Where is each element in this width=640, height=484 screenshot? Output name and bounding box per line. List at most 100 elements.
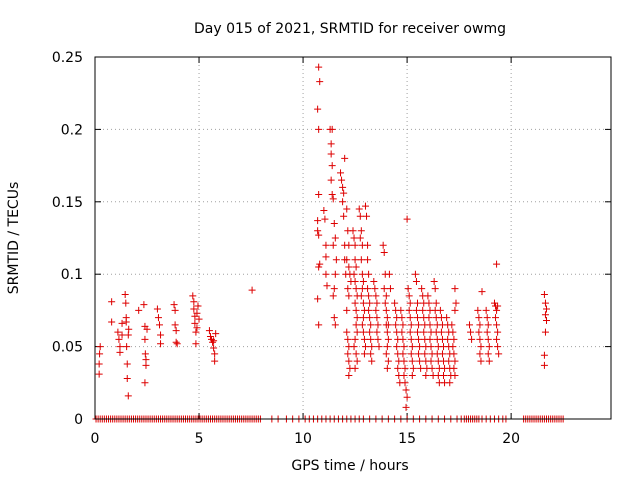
data-point: [402, 403, 410, 411]
data-point: [431, 285, 439, 293]
data-point: [385, 270, 393, 278]
data-point: [365, 270, 373, 278]
data-point: [329, 195, 337, 203]
data-point: [383, 328, 391, 336]
data-point: [411, 270, 419, 278]
data-point: [359, 314, 367, 322]
data-point: [485, 343, 493, 351]
data-point: [356, 234, 364, 242]
data-point: [416, 357, 424, 365]
data-point: [373, 299, 381, 307]
data-point: [541, 311, 549, 319]
data-point: [114, 328, 122, 336]
data-point: [493, 335, 501, 343]
plot-frame: [94, 56, 612, 420]
data-point: [154, 314, 162, 322]
data-point: [315, 125, 323, 133]
data-point: [157, 340, 165, 348]
data-point: [157, 331, 165, 339]
data-point: [351, 241, 359, 249]
data-point: [400, 372, 408, 380]
x-tick-label: 15: [398, 431, 416, 447]
data-point: [476, 321, 484, 329]
data-point: [345, 357, 353, 365]
data-point: [477, 357, 485, 365]
data-point: [314, 105, 322, 113]
data-point: [367, 335, 375, 343]
data-point: [414, 328, 421, 336]
data-point: [108, 298, 116, 306]
data-point: [328, 191, 336, 199]
data-point: [351, 364, 359, 372]
data-point: [331, 270, 339, 278]
data-point: [343, 256, 351, 264]
data-point: [330, 220, 338, 228]
data-point: [449, 328, 457, 336]
data-point: [118, 319, 126, 327]
data-point: [405, 306, 413, 314]
data-point: [475, 314, 483, 322]
data-point: [192, 340, 200, 348]
data-point: [468, 335, 476, 343]
data-point: [382, 292, 390, 300]
data-point: [122, 318, 130, 326]
data-point: [484, 321, 492, 329]
data-point: [314, 217, 322, 225]
data-point: [477, 343, 485, 351]
data-point: [384, 357, 392, 365]
data-point: [343, 306, 351, 314]
data-point: [327, 140, 335, 148]
data-point: [384, 321, 392, 329]
data-point: [141, 350, 149, 358]
data-point: [351, 277, 359, 285]
data-point: [345, 241, 353, 249]
data-point: [406, 314, 414, 322]
data-point: [444, 335, 452, 343]
data-point: [356, 212, 364, 220]
data-point: [140, 301, 148, 309]
data-point: [451, 372, 459, 380]
data-point: [343, 328, 351, 336]
data-point: [440, 372, 448, 380]
data-point: [540, 351, 548, 359]
data-point: [339, 183, 347, 191]
data-point: [483, 314, 491, 322]
y-tick-label: 0.15: [52, 195, 83, 211]
data-point: [123, 360, 131, 368]
chart-title: Day 015 of 2021, SRMTID for receiver owm…: [194, 21, 506, 37]
data-point: [156, 321, 163, 329]
data-point: [373, 328, 381, 336]
data-point: [448, 321, 456, 329]
data-point: [412, 277, 420, 285]
data-point: [359, 277, 367, 285]
data-point: [371, 285, 379, 293]
data-point: [123, 343, 131, 351]
data-point: [352, 285, 360, 293]
data-point: [351, 256, 359, 264]
data-point: [332, 256, 340, 264]
data-point: [353, 328, 361, 336]
data-point: [338, 176, 346, 184]
data-point: [420, 328, 428, 336]
data-point: [121, 290, 129, 298]
data-point: [321, 215, 329, 223]
data-point: [450, 364, 458, 372]
data-point: [322, 253, 330, 261]
data-point: [361, 343, 369, 351]
data-point: [399, 335, 407, 343]
data-point: [337, 169, 345, 177]
data-point: [331, 321, 339, 329]
data-point: [193, 309, 201, 317]
data-point: [381, 299, 389, 307]
data-point: [352, 321, 360, 329]
data-point: [190, 305, 198, 313]
y-tick-label: 0: [74, 412, 83, 428]
data-point: [406, 299, 414, 307]
data-point: [353, 357, 361, 365]
data-point: [492, 314, 500, 322]
data-point: [350, 234, 358, 242]
data-point: [357, 227, 365, 235]
data-point: [452, 299, 460, 307]
data-point: [108, 318, 116, 326]
data-point: [408, 343, 416, 351]
